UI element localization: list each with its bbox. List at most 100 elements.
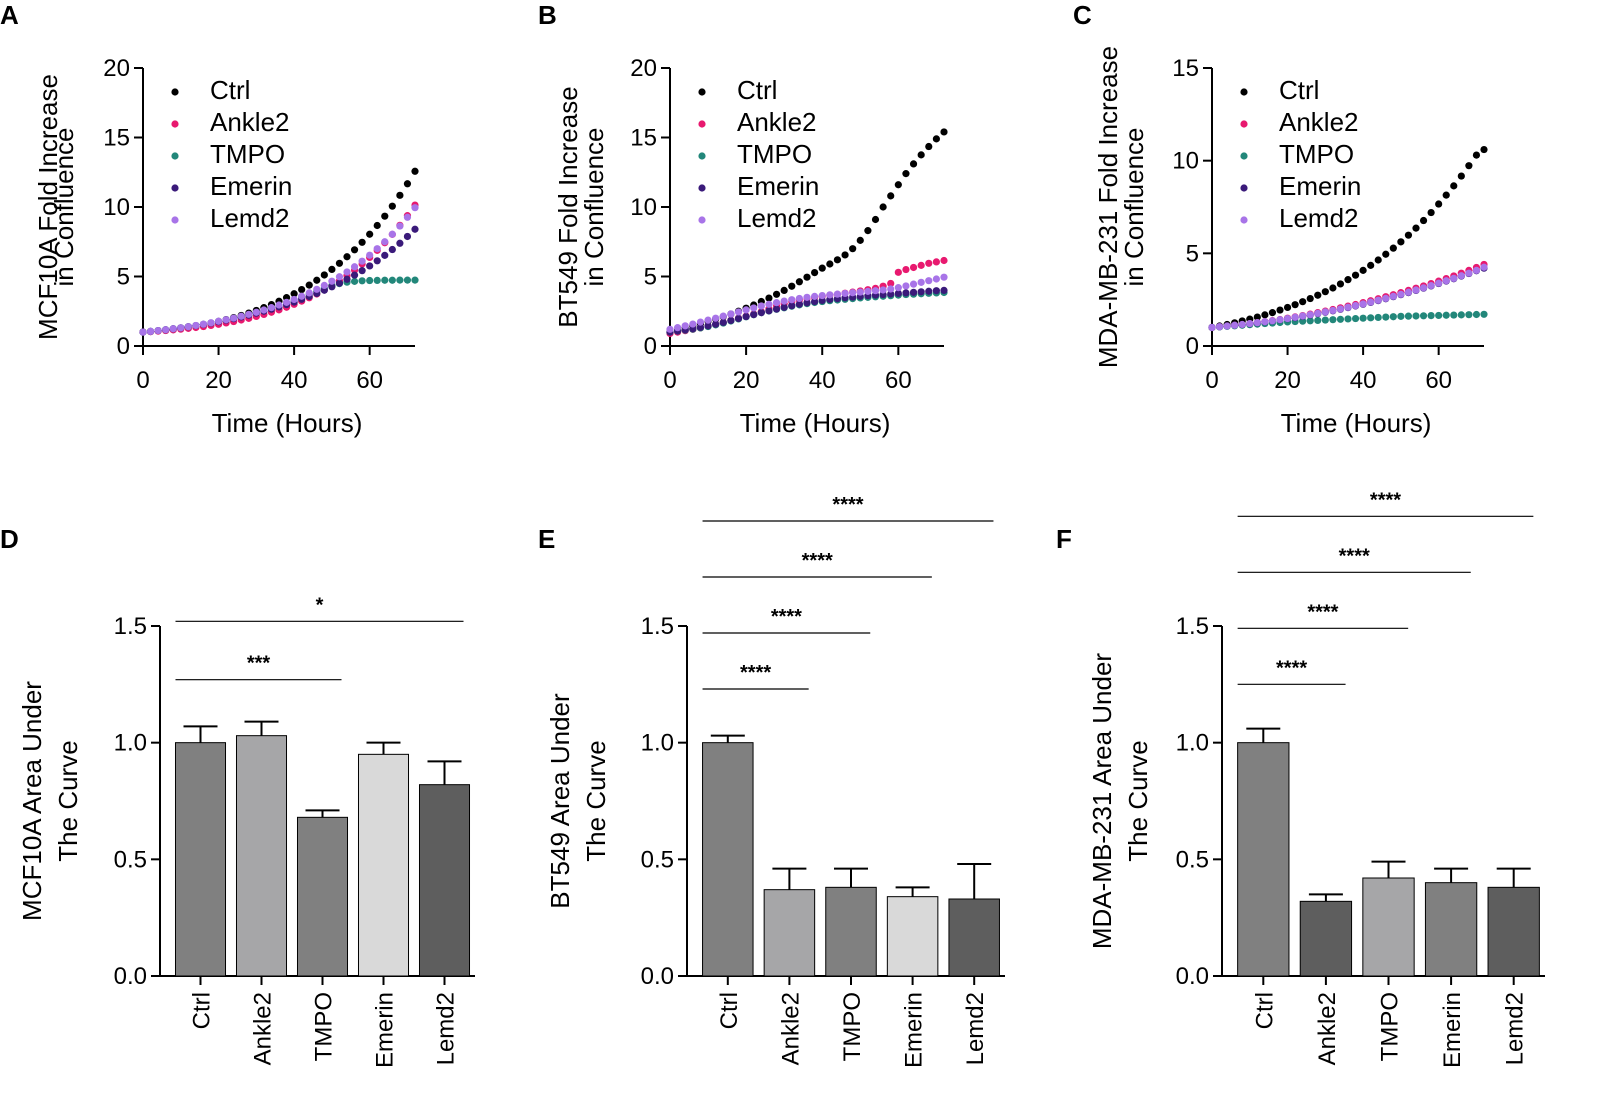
x-tick-label: 0 bbox=[663, 367, 676, 394]
legend-label: Lemd2 bbox=[737, 203, 817, 233]
data-point bbox=[1389, 244, 1397, 252]
data-point bbox=[1276, 316, 1284, 324]
data-point bbox=[1276, 306, 1284, 314]
legend-label: Emerin bbox=[1279, 171, 1361, 201]
data-point bbox=[396, 191, 404, 199]
y-tick-label: 1.5 bbox=[1176, 613, 1209, 640]
data-point bbox=[1397, 238, 1405, 246]
data-point bbox=[1208, 323, 1216, 332]
significance-label: **** bbox=[1339, 545, 1370, 567]
y-tick-label: 10 bbox=[630, 194, 657, 221]
legend-label: Emerin bbox=[737, 171, 819, 201]
data-point bbox=[871, 287, 880, 295]
data-point bbox=[396, 276, 404, 284]
panel-e: E 0.0 0.5 1.0 1.5 BT549 Area Under The Curve Ct… bbox=[538, 494, 1005, 1068]
data-point bbox=[788, 282, 796, 290]
data-point bbox=[925, 277, 933, 285]
data-point bbox=[772, 290, 781, 298]
data-point bbox=[1465, 311, 1473, 319]
data-point bbox=[772, 305, 781, 313]
data-point bbox=[162, 326, 170, 334]
x-tick-label: Emerin bbox=[1439, 992, 1466, 1068]
data-point bbox=[1480, 310, 1488, 318]
x-tick-label: 60 bbox=[356, 367, 383, 394]
legend-marker bbox=[698, 152, 706, 160]
data-point bbox=[1231, 321, 1239, 329]
bar bbox=[886, 896, 939, 977]
x-axis-title: Time (Hours) bbox=[740, 408, 891, 438]
data-point bbox=[811, 269, 819, 277]
data-point bbox=[696, 318, 705, 326]
data-point bbox=[328, 283, 336, 291]
data-point bbox=[350, 271, 359, 279]
legend-marker bbox=[698, 120, 706, 128]
data-point bbox=[856, 236, 864, 244]
data-point bbox=[811, 292, 819, 300]
y-tick-label: 0.0 bbox=[641, 963, 674, 990]
y-tick-label: 10 bbox=[103, 194, 130, 221]
data-point bbox=[350, 246, 359, 254]
data-point bbox=[696, 323, 705, 331]
data-point bbox=[1404, 288, 1413, 296]
y-tick-label: 1.0 bbox=[641, 730, 674, 757]
data-point bbox=[1450, 274, 1458, 282]
data-point bbox=[1306, 311, 1314, 319]
data-point bbox=[1314, 316, 1322, 325]
data-point bbox=[1427, 281, 1435, 290]
data-point bbox=[335, 259, 344, 267]
data-point bbox=[1382, 294, 1390, 302]
y-tick-label: 15 bbox=[103, 125, 130, 152]
y-tick-label: 0.5 bbox=[114, 846, 147, 873]
data-point bbox=[1389, 313, 1397, 321]
data-point bbox=[1480, 145, 1488, 154]
legend-marker bbox=[171, 216, 179, 224]
data-point bbox=[1329, 306, 1337, 315]
data-point bbox=[1215, 323, 1224, 331]
bar bbox=[1237, 742, 1290, 977]
data-point bbox=[373, 257, 381, 265]
data-point bbox=[403, 276, 412, 284]
data-point bbox=[411, 204, 419, 212]
x-tick-label: Lemd2 bbox=[1502, 992, 1529, 1065]
data-point bbox=[719, 312, 727, 320]
data-point bbox=[925, 287, 933, 295]
data-point bbox=[350, 263, 359, 271]
significance-label: * bbox=[316, 594, 324, 616]
data-point bbox=[381, 251, 389, 259]
data-point bbox=[925, 259, 933, 267]
data-point bbox=[1382, 313, 1390, 321]
legend-label: Emerin bbox=[210, 171, 292, 201]
data-point bbox=[833, 256, 842, 264]
x-tick-label: Ctrl bbox=[716, 992, 743, 1029]
y-axis-title-line: The Curve bbox=[581, 740, 611, 861]
data-point bbox=[335, 273, 344, 281]
data-point bbox=[826, 260, 834, 268]
data-point bbox=[1329, 316, 1337, 324]
legend-marker bbox=[698, 184, 706, 192]
data-point bbox=[1435, 311, 1443, 320]
data-point bbox=[704, 322, 712, 330]
legend-label: Ctrl bbox=[737, 75, 777, 105]
data-point bbox=[894, 289, 902, 298]
data-point bbox=[1419, 216, 1428, 225]
data-point bbox=[1435, 279, 1443, 287]
data-point bbox=[1299, 298, 1307, 306]
data-point bbox=[358, 238, 366, 246]
data-point bbox=[373, 221, 381, 230]
data-point bbox=[1457, 272, 1465, 280]
panel-letter: B bbox=[538, 0, 557, 30]
data-point bbox=[343, 253, 351, 261]
data-point bbox=[1382, 250, 1390, 258]
data-point bbox=[894, 268, 902, 276]
data-point bbox=[704, 316, 712, 324]
data-point bbox=[381, 212, 389, 220]
x-tick-label: 40 bbox=[281, 367, 308, 394]
panel-f: F 0.0 0.5 1.0 1.5 MDA-MB-231 Area Under The Cu… bbox=[1056, 489, 1545, 1068]
data-point bbox=[1351, 301, 1360, 310]
data-point bbox=[902, 170, 910, 178]
significance-label: **** bbox=[1307, 601, 1338, 623]
data-point bbox=[681, 322, 689, 330]
legend-marker bbox=[1240, 152, 1248, 160]
data-point bbox=[871, 215, 880, 224]
